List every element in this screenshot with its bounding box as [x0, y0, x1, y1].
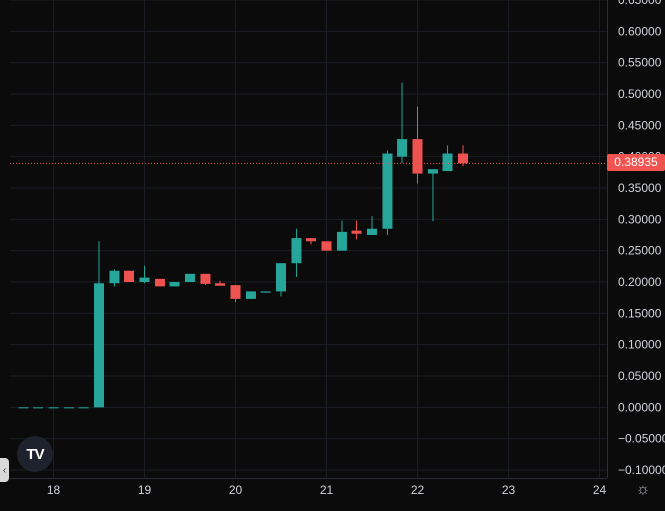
candle [154, 278, 165, 287]
price-tick-label: 0.50000 [618, 87, 662, 101]
time-tick-label: 24 [593, 483, 607, 497]
candle-body [367, 228, 377, 235]
candle [200, 273, 211, 286]
candle-body [94, 283, 104, 408]
candle [124, 270, 135, 282]
candle-body [33, 407, 44, 409]
candle-body [18, 407, 29, 409]
candle [139, 265, 150, 284]
candle-body [245, 291, 256, 299]
candle-body [412, 139, 423, 174]
candle-body [336, 231, 347, 251]
price-tick-label: −0.05000 [618, 432, 665, 446]
price-tick-label: 0.25000 [618, 244, 662, 258]
candle [306, 238, 317, 245]
price-tick-label: −0.10000 [618, 463, 665, 477]
candle [382, 150, 393, 235]
candle [442, 145, 453, 172]
candle [48, 407, 59, 409]
candle [276, 263, 286, 297]
candle-body [260, 291, 271, 293]
candle-body [397, 139, 408, 157]
candle [321, 241, 332, 251]
candle-body [185, 273, 195, 282]
time-axis: 18 19 20 21 22 23 24 [47, 483, 607, 497]
price-tick-label: 0.15000 [618, 306, 662, 320]
candle-body [321, 241, 332, 251]
last-price-tag: 0.38935 [607, 154, 665, 171]
price-tick-label: 0.00000 [618, 400, 662, 414]
price-tick-label: 0.35000 [618, 181, 662, 195]
candle [427, 169, 438, 222]
candles [18, 82, 468, 409]
price-tick-label: 0.60000 [618, 24, 662, 38]
time-tick-label: 23 [502, 483, 516, 497]
candle [33, 407, 44, 409]
candle-body [458, 153, 468, 164]
candle-body [427, 169, 438, 174]
price-tick-label: 0.30000 [618, 212, 662, 226]
logo-text: TV [26, 445, 44, 463]
candle [351, 220, 362, 240]
time-tick-label: 22 [411, 483, 425, 497]
price-tick-label: 0.05000 [618, 369, 662, 383]
candle-body [382, 153, 393, 229]
candle [215, 280, 226, 286]
price-tick-label: 0.20000 [618, 275, 662, 289]
candle-body [306, 238, 317, 242]
tradingview-logo[interactable]: TV [17, 436, 53, 472]
grid-lines [10, 0, 607, 478]
candle [63, 407, 74, 409]
candle [185, 273, 195, 282]
time-tick-label: 21 [320, 483, 334, 497]
candle-body [78, 407, 89, 409]
candle-body [351, 230, 362, 234]
time-tick-label: 20 [229, 483, 243, 497]
candle [397, 82, 408, 163]
candle [458, 145, 468, 167]
candle-body [442, 153, 453, 172]
price-tick-label: 0.65000 [618, 0, 662, 7]
candle [169, 282, 180, 287]
candle [412, 106, 423, 184]
time-tick-label: 19 [138, 483, 152, 497]
price-tick-label: 0.45000 [618, 118, 662, 132]
candle-body [276, 263, 286, 292]
candle-body [48, 407, 59, 409]
candle-body [109, 270, 120, 284]
chevron-left-icon[interactable]: ‹ [0, 458, 9, 482]
time-tick-label: 18 [47, 483, 61, 497]
candle [260, 291, 271, 293]
candle [336, 220, 347, 251]
candle [245, 291, 256, 299]
candle [230, 285, 241, 303]
candle [367, 216, 377, 235]
gear-icon[interactable]: ☼ [635, 481, 651, 498]
candle [18, 407, 29, 409]
candle [78, 407, 89, 409]
candle-body [200, 273, 211, 284]
price-tick-label: 0.55000 [618, 56, 662, 70]
candle-body [124, 270, 135, 282]
candle-body [230, 285, 241, 299]
candle [109, 269, 120, 287]
candle-body [63, 407, 74, 409]
candle-body [291, 238, 302, 264]
candle-body [139, 277, 150, 282]
candle-body [215, 283, 226, 286]
candle [291, 228, 302, 277]
candle [94, 241, 104, 408]
price-axis: 0.650000.600000.550000.500000.450000.400… [618, 0, 665, 477]
candle-body [169, 282, 180, 287]
candle-body [154, 278, 165, 287]
price-tick-label: 0.10000 [618, 338, 662, 352]
